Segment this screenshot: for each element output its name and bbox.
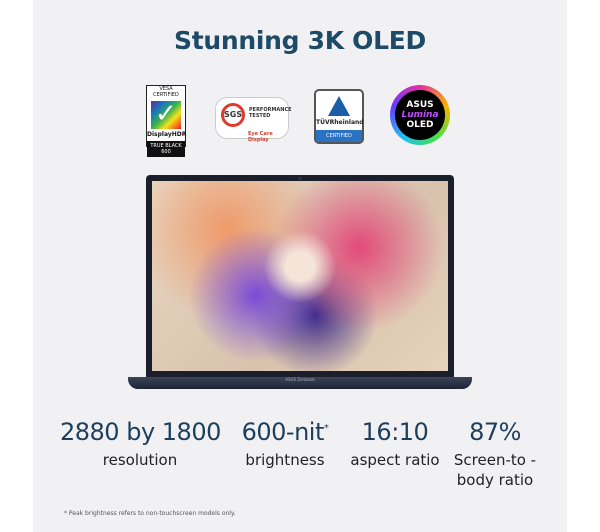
spec-value: 87% bbox=[469, 418, 521, 446]
checkmark-icon bbox=[151, 99, 181, 129]
vesa-name: DisplayHDR bbox=[147, 131, 187, 138]
triangle-icon bbox=[328, 96, 350, 116]
spec-brightness: 600-nit* brightness bbox=[230, 418, 340, 470]
tuv-logo: TÜVRheinland CERTIFIED bbox=[314, 89, 364, 144]
spec-label: aspect ratio bbox=[350, 451, 440, 469]
sgs-text: PERFORMANCE TESTED bbox=[249, 107, 292, 119]
vesa-top: VESA CERTIFIED bbox=[153, 86, 179, 98]
laptop-base: ASUS Zenbook bbox=[128, 377, 472, 389]
spec-value: 600-nit bbox=[241, 418, 325, 446]
footnote-mark: * bbox=[323, 423, 329, 434]
asus-lumina-oled-logo: ASUS Lumina OLED bbox=[390, 85, 450, 145]
sgs-logo: SGS PERFORMANCE TESTED Eye Care Display bbox=[215, 97, 292, 143]
wallpaper-image bbox=[152, 181, 448, 371]
vesa-tier: TRUE BLACK 600 bbox=[147, 141, 185, 157]
spec-screen-to-body: 87% Screen-to -body ratio bbox=[450, 418, 540, 490]
spec-value: 16:10 bbox=[361, 418, 429, 446]
camera-icon bbox=[298, 177, 302, 180]
sgs-mark: SGS bbox=[221, 103, 245, 127]
spec-resolution: 2880 by 1800 resolution bbox=[60, 418, 221, 470]
footnote: * Peak brightness refers to non-touchscr… bbox=[64, 510, 236, 517]
spec-value: 2880 by 1800 bbox=[60, 418, 221, 446]
spec-aspect-ratio: 16:10 aspect ratio bbox=[345, 418, 445, 470]
spec-label: brightness bbox=[245, 451, 325, 469]
spec-label: Screen-to -body ratio bbox=[453, 451, 537, 489]
brand-label: ASUS Zenbook bbox=[285, 377, 315, 382]
laptop-screen bbox=[146, 175, 454, 377]
page-title: Stunning 3K OLED bbox=[174, 26, 426, 55]
vesa-displayhdr-logo: VESA CERTIFIED DisplayHDR TRUE BLACK 600 bbox=[146, 85, 187, 157]
tuv-badge: CERTIFIED bbox=[316, 130, 362, 142]
spec-label: resolution bbox=[102, 451, 178, 469]
tuv-name: TÜVRheinland bbox=[316, 119, 364, 126]
sgs-sub: Eye Care Display bbox=[248, 131, 273, 143]
